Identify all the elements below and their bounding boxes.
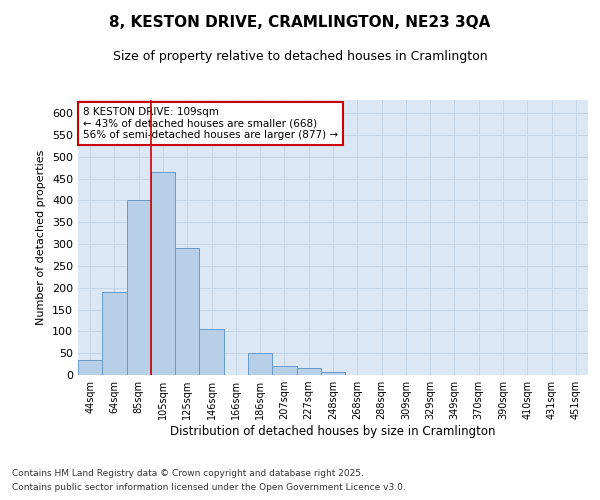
Y-axis label: Number of detached properties: Number of detached properties [37, 150, 46, 325]
Bar [102, 292, 127, 375]
Text: Contains public sector information licensed under the Open Government Licence v3: Contains public sector information licen… [12, 484, 406, 492]
Bar [296, 368, 321, 375]
Bar [78, 360, 102, 375]
X-axis label: Distribution of detached houses by size in Cramlington: Distribution of detached houses by size … [170, 425, 496, 438]
Text: Contains HM Land Registry data © Crown copyright and database right 2025.: Contains HM Land Registry data © Crown c… [12, 468, 364, 477]
Bar [127, 200, 151, 375]
Text: 8, KESTON DRIVE, CRAMLINGTON, NE23 3QA: 8, KESTON DRIVE, CRAMLINGTON, NE23 3QA [109, 15, 491, 30]
Bar [151, 172, 175, 375]
Bar [248, 353, 272, 375]
Bar [175, 248, 199, 375]
Text: Size of property relative to detached houses in Cramlington: Size of property relative to detached ho… [113, 50, 487, 63]
Bar [321, 372, 345, 375]
Bar [199, 329, 224, 375]
Bar [272, 366, 296, 375]
Text: 8 KESTON DRIVE: 109sqm
← 43% of detached houses are smaller (668)
56% of semi-de: 8 KESTON DRIVE: 109sqm ← 43% of detached… [83, 107, 338, 140]
